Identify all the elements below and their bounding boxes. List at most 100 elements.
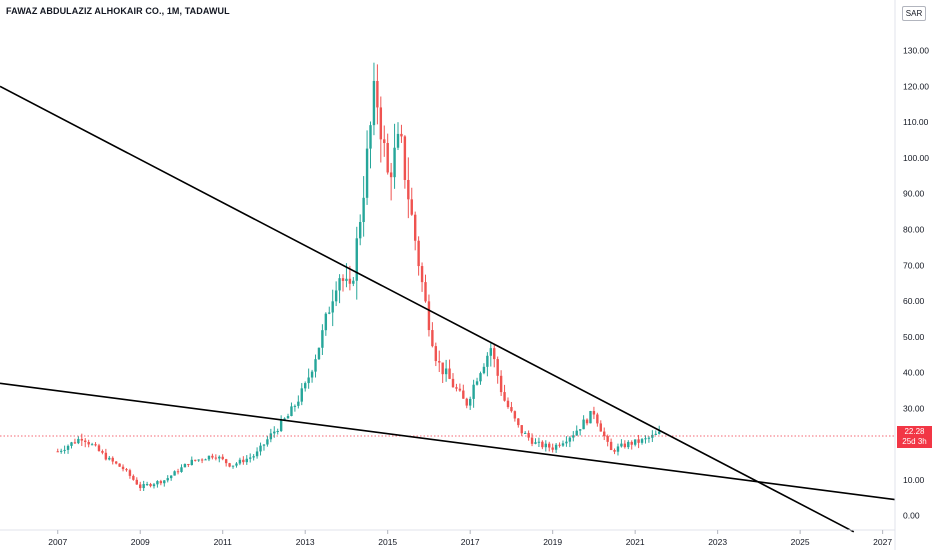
candle-body — [159, 481, 163, 484]
x-tick-label: 2023 — [708, 537, 727, 547]
currency-selector[interactable]: SAR — [902, 6, 926, 21]
candle-body — [424, 282, 427, 302]
candle-body — [362, 197, 365, 223]
candle-body — [262, 444, 266, 446]
candle-body — [369, 125, 372, 149]
last-price-badge: 22.28 25d 3h — [897, 426, 932, 448]
candle-body — [441, 362, 444, 375]
candle-body — [451, 378, 455, 388]
candle-body — [341, 278, 345, 281]
x-tick-label: 2015 — [378, 537, 397, 547]
candle-body — [197, 459, 200, 461]
candle-body — [152, 484, 156, 487]
x-tick-label: 2007 — [48, 537, 67, 547]
candle-body — [293, 405, 297, 407]
candle-body — [345, 278, 348, 281]
candle-body — [623, 443, 627, 448]
candle-body — [496, 359, 499, 376]
x-axis: 2007 2009 2011 2013 2015 2017 2019 2021 2023 2025… — [0, 529, 895, 547]
candle-body — [87, 441, 90, 445]
candle-body — [596, 414, 599, 424]
y-tick-label: 10.00 — [903, 475, 925, 485]
candle-body — [286, 416, 290, 419]
candle-body — [173, 471, 176, 476]
candle-body — [218, 456, 221, 459]
candle-body — [458, 388, 462, 391]
candle-body — [575, 430, 578, 436]
candle-body — [565, 441, 568, 444]
candle-body — [104, 452, 108, 460]
candle-body — [163, 480, 166, 484]
candle-body — [66, 445, 70, 450]
candle-body — [592, 411, 596, 415]
x-tick-label: 2017 — [461, 537, 480, 547]
plot-area[interactable] — [0, 62, 895, 492]
candle-body — [589, 411, 592, 424]
candle-body — [249, 457, 252, 459]
candle-body — [396, 133, 400, 148]
candle-body — [472, 384, 475, 399]
candle-body — [132, 475, 135, 480]
candle-body — [431, 330, 434, 347]
candle-body — [627, 441, 630, 448]
candle-body — [503, 392, 506, 401]
candle-body — [554, 444, 558, 450]
candle-body — [121, 466, 125, 470]
trendline — [0, 382, 896, 501]
y-axis: 0.0010.0020.0030.0040.0050.0060.0070.008… — [894, 0, 929, 550]
last-price-value: 22.28 — [904, 427, 925, 436]
candle-body — [169, 475, 173, 479]
candle-body — [90, 444, 94, 446]
candle-body — [101, 451, 104, 453]
chart-title: FAWAZ ABDULAZIZ ALHOKAIR CO., 1M, TADAWU… — [6, 6, 230, 16]
candle-body — [304, 383, 307, 389]
candle-body — [252, 456, 255, 458]
candle-body — [427, 301, 431, 331]
y-tick-label: 120.00 — [903, 81, 929, 91]
candle-body — [544, 443, 548, 448]
candle-body — [279, 419, 283, 432]
candle-body — [465, 398, 468, 406]
y-tick-label: 130.00 — [903, 46, 929, 56]
candle-body — [183, 464, 187, 468]
candle-body — [606, 436, 609, 442]
candle-body — [59, 450, 63, 452]
candle-body — [297, 401, 300, 406]
candle-body — [413, 214, 417, 241]
candle-body — [417, 240, 420, 267]
candle-body — [135, 479, 138, 485]
candle-body — [214, 457, 218, 459]
trendline — [0, 85, 855, 533]
candle-body — [537, 441, 541, 443]
y-tick-label: 90.00 — [903, 189, 925, 199]
y-tick-label: 50.00 — [903, 332, 925, 342]
candle-body — [647, 437, 651, 439]
candle-body — [207, 455, 211, 460]
candle-body — [145, 484, 149, 486]
candle-body — [644, 438, 647, 440]
x-tick-label: 2019 — [543, 537, 562, 547]
candle-body — [448, 368, 451, 379]
candle-body — [616, 446, 620, 452]
candle-body — [630, 441, 633, 445]
candle-body — [658, 431, 661, 434]
x-tick-label: 2013 — [296, 537, 315, 547]
x-tick-label: 2025 — [791, 537, 810, 547]
trendlines — [0, 85, 896, 533]
candle-body — [187, 464, 190, 466]
y-tick-label: 100.00 — [903, 153, 929, 163]
candle-body — [530, 437, 534, 444]
y-tick-label: 40.00 — [903, 368, 925, 378]
candle-body — [462, 390, 465, 399]
candle-body — [111, 457, 114, 462]
candle-body — [403, 136, 407, 180]
candle-body — [393, 147, 396, 178]
candle-body — [331, 301, 334, 313]
candle-body — [633, 439, 637, 445]
candle-body — [572, 435, 575, 438]
candle-body — [372, 80, 376, 126]
candle-body — [108, 457, 111, 460]
candle-body — [599, 423, 602, 432]
candle-body — [407, 179, 410, 200]
